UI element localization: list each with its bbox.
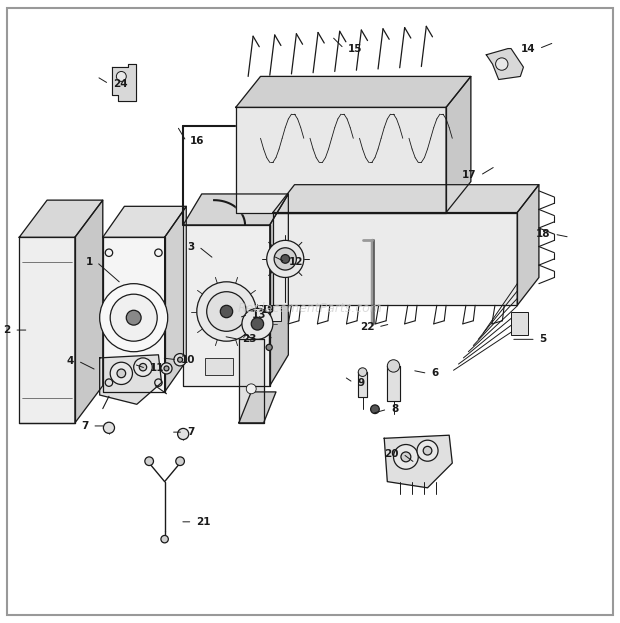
Circle shape	[100, 283, 168, 352]
Polygon shape	[103, 206, 186, 237]
Polygon shape	[165, 206, 186, 392]
Circle shape	[104, 422, 115, 434]
Text: 10: 10	[180, 354, 195, 364]
Circle shape	[164, 366, 169, 371]
Polygon shape	[270, 194, 288, 386]
Bar	[205, 358, 232, 375]
Text: 24: 24	[113, 79, 127, 89]
Text: 2: 2	[3, 325, 11, 335]
Circle shape	[161, 363, 172, 374]
Circle shape	[110, 362, 133, 384]
Text: 21: 21	[196, 517, 211, 527]
Bar	[511, 312, 528, 335]
Circle shape	[423, 446, 432, 455]
Circle shape	[177, 357, 182, 362]
Polygon shape	[486, 49, 523, 80]
Text: ReplacementParts.com: ReplacementParts.com	[237, 302, 383, 315]
Polygon shape	[112, 64, 136, 101]
Text: 17: 17	[462, 171, 476, 181]
Polygon shape	[358, 372, 367, 397]
Circle shape	[117, 369, 126, 378]
Circle shape	[358, 368, 367, 376]
Polygon shape	[239, 340, 264, 423]
Circle shape	[161, 535, 169, 543]
Text: 18: 18	[536, 229, 551, 239]
Text: 13: 13	[252, 310, 267, 320]
Polygon shape	[384, 435, 452, 488]
Circle shape	[401, 452, 411, 462]
Text: 22: 22	[360, 322, 374, 332]
Circle shape	[174, 354, 186, 366]
Polygon shape	[19, 237, 75, 423]
Circle shape	[117, 72, 126, 82]
Circle shape	[281, 255, 290, 264]
Polygon shape	[273, 212, 517, 305]
Polygon shape	[388, 366, 400, 401]
Circle shape	[267, 240, 304, 277]
Text: 14: 14	[521, 44, 535, 54]
Text: 6: 6	[432, 368, 438, 378]
Text: 15: 15	[348, 44, 362, 54]
Polygon shape	[236, 77, 471, 107]
Text: 7: 7	[81, 421, 89, 431]
Polygon shape	[517, 184, 539, 305]
Text: 1: 1	[86, 257, 93, 267]
Polygon shape	[446, 77, 471, 212]
Text: 5: 5	[539, 335, 547, 345]
Text: 20: 20	[384, 449, 399, 459]
Circle shape	[417, 440, 438, 461]
Polygon shape	[236, 107, 446, 212]
Circle shape	[175, 457, 184, 465]
Text: 23: 23	[242, 335, 257, 345]
Circle shape	[251, 318, 264, 330]
Text: 19: 19	[261, 305, 275, 315]
Text: 9: 9	[357, 378, 364, 388]
Circle shape	[246, 384, 256, 394]
Polygon shape	[239, 392, 276, 423]
Text: 12: 12	[289, 257, 303, 267]
Polygon shape	[100, 355, 162, 404]
Circle shape	[394, 444, 418, 469]
Circle shape	[495, 58, 508, 70]
Text: 4: 4	[67, 356, 74, 366]
Circle shape	[266, 345, 272, 351]
Circle shape	[242, 308, 273, 340]
Polygon shape	[103, 237, 165, 392]
Circle shape	[140, 363, 147, 371]
Polygon shape	[75, 200, 103, 423]
Text: 8: 8	[391, 404, 398, 414]
Text: 7: 7	[187, 427, 194, 437]
Text: 3: 3	[188, 242, 195, 252]
Polygon shape	[183, 225, 270, 386]
Circle shape	[388, 359, 400, 372]
Polygon shape	[183, 194, 288, 225]
Circle shape	[110, 294, 157, 341]
Circle shape	[371, 405, 379, 414]
Circle shape	[134, 358, 153, 376]
Polygon shape	[19, 200, 103, 237]
Bar	[257, 305, 281, 321]
Circle shape	[197, 282, 256, 341]
Polygon shape	[273, 184, 539, 212]
Circle shape	[126, 310, 141, 325]
Circle shape	[220, 305, 232, 318]
Text: 16: 16	[190, 136, 205, 146]
Circle shape	[145, 457, 154, 465]
Circle shape	[274, 248, 296, 270]
Text: 11: 11	[150, 363, 164, 373]
Circle shape	[177, 429, 188, 440]
Circle shape	[206, 292, 246, 331]
